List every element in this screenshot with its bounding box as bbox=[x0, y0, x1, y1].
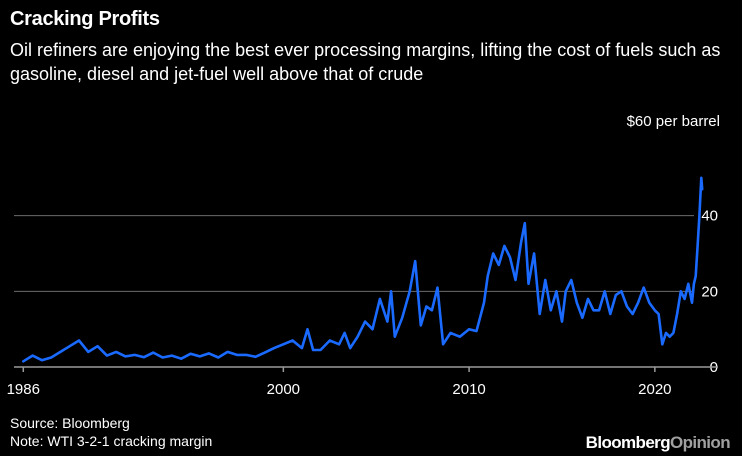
x-tick-label: 2010 bbox=[452, 381, 485, 398]
footnote: Note: WTI 3-2-1 cracking margin bbox=[10, 433, 213, 449]
x-tick-label: 2000 bbox=[267, 381, 300, 398]
chart-title: Cracking Profits bbox=[10, 8, 160, 30]
source-note: Source: Bloomberg bbox=[10, 415, 130, 431]
chart-subtitle: Oil refiners are enjoying the best ever … bbox=[10, 40, 721, 84]
x-tick-label: 2020 bbox=[638, 381, 671, 398]
brand-logo-part2: Opinion bbox=[669, 433, 731, 452]
series-line bbox=[21, 176, 704, 363]
brand-logo-part1: Bloomberg bbox=[585, 433, 671, 452]
brand-logo: BloombergOpinion bbox=[585, 433, 731, 453]
y-tick-label: 40 bbox=[701, 208, 718, 225]
y-tick-label: 20 bbox=[701, 283, 718, 300]
x-tick-label: 1986 bbox=[7, 381, 40, 398]
y-axis-unit-label: $60 per barrel bbox=[626, 113, 720, 130]
